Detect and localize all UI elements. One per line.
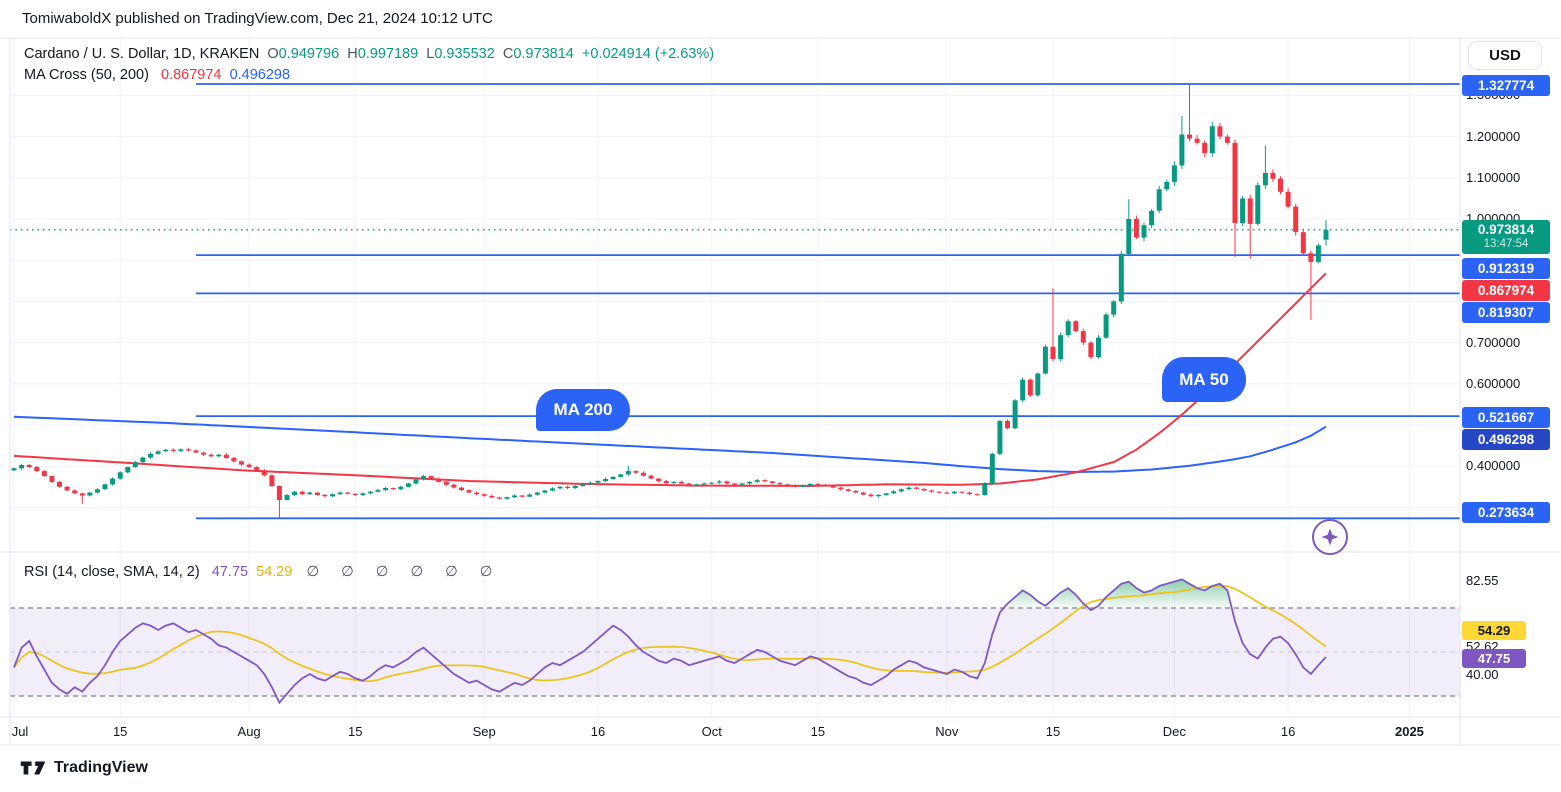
- ohlc-close-label: C: [502, 46, 514, 62]
- ohlc-open-value: 0.949796: [278, 46, 340, 62]
- rsi-line: [13, 578, 1327, 705]
- chart-canvas[interactable]: [0, 0, 1561, 750]
- time-tick: 16: [590, 724, 606, 739]
- price-tick: 1.100000: [1466, 170, 1521, 185]
- price-badge: 0.819307: [1462, 301, 1550, 323]
- ma-50-line: [13, 272, 1327, 488]
- sparkle-annotation-button[interactable]: [1312, 519, 1348, 555]
- ohlc-low-value: 0.935532: [434, 46, 495, 62]
- time-tick: 15: [348, 724, 363, 739]
- price-countdown: 13:47:54: [1483, 238, 1529, 250]
- rsi-badge: 54.29: [1462, 620, 1526, 640]
- price-tick: 0.600000: [1466, 376, 1521, 391]
- price-tick: 0.400000: [1466, 458, 1521, 473]
- time-tick: 15: [1045, 724, 1061, 739]
- rsi-empty-values: ∅ ∅ ∅ ∅ ∅ ∅: [306, 564, 502, 580]
- tradingview-logo-icon: [20, 761, 46, 775]
- time-tick: Aug: [237, 724, 261, 739]
- time-tick: 15: [810, 724, 826, 739]
- four-point-star-icon: [1321, 528, 1339, 546]
- tradingview-brand-link[interactable]: TradingView: [20, 757, 148, 779]
- rsi-tick: 40.00: [1466, 667, 1499, 682]
- price-tick: 0.700000: [1466, 335, 1521, 350]
- ohlc-close-value: 0.973814: [513, 46, 574, 62]
- price-badge: 0.867974: [1462, 279, 1550, 301]
- price-badge: 0.521667: [1462, 406, 1550, 428]
- time-tick: Sep: [472, 724, 496, 739]
- price-badge: 0.273634: [1462, 501, 1550, 523]
- ma-cross-50-value: 0.867974: [161, 67, 222, 83]
- currency-unit-button[interactable]: USD: [1468, 41, 1542, 70]
- ma-200-line: [13, 415, 1327, 474]
- candles-layer: [11, 84, 1329, 518]
- ma-cross-200-value: 0.496298: [229, 67, 291, 83]
- symbol-title[interactable]: Cardano / U. S. Dollar, 1D, KRAKEN: [24, 46, 260, 62]
- price-badge: 0.496298: [1462, 428, 1550, 450]
- time-tick: Nov: [935, 724, 959, 739]
- time-tick: 16: [1280, 724, 1296, 739]
- rsi-legend: RSI (14, close, SMA, 14, 2) 47.75 54.29 …: [24, 564, 501, 580]
- rsi-value: 47.75: [211, 564, 249, 580]
- attribution-text: TomiwaboldX published on TradingView.com…: [22, 10, 493, 27]
- rsi-sma-line: [13, 584, 1327, 683]
- price-tick: 1.200000: [1466, 129, 1521, 144]
- rsi-tick: 82.55: [1466, 573, 1499, 588]
- price-badge: 1.327774: [1462, 74, 1550, 96]
- rsi-title[interactable]: RSI (14, close, SMA, 14, 2): [24, 564, 200, 580]
- price-badge: 0.973814 13:47:54: [1462, 220, 1550, 254]
- rsi-ma-value: 54.29: [256, 564, 293, 580]
- ma-50-label[interactable]: MA 50: [1162, 357, 1246, 402]
- ohlc-high-value: 0.997189: [357, 46, 419, 62]
- ma-cross-legend: MA Cross (50, 200) 0.867974 0.496298: [24, 67, 290, 83]
- ohlc-open-label: O: [267, 46, 279, 62]
- time-tick: Jul: [11, 724, 29, 739]
- time-tick: 2025: [1394, 724, 1424, 739]
- price-badge: 0.912319: [1462, 257, 1550, 279]
- time-tick: Dec: [1162, 724, 1186, 739]
- symbol-legend: Cardano / U. S. Dollar, 1D, KRAKEN O0.94…: [24, 46, 714, 62]
- time-tick: 15: [112, 724, 128, 739]
- change-value: +0.024914 (+2.63%): [581, 46, 715, 62]
- rsi-overbought-fill: [14, 579, 1326, 608]
- tradingview-brand-text: TradingView: [54, 759, 148, 776]
- ohlc-high-label: H: [347, 46, 358, 62]
- time-tick: Oct: [701, 724, 722, 739]
- ma-cross-title[interactable]: MA Cross (50, 200): [24, 67, 149, 83]
- rsi-badge: 47.75: [1462, 648, 1526, 668]
- ohlc-low-label: L: [426, 46, 435, 62]
- ma-200-label[interactable]: MA 200: [536, 389, 630, 431]
